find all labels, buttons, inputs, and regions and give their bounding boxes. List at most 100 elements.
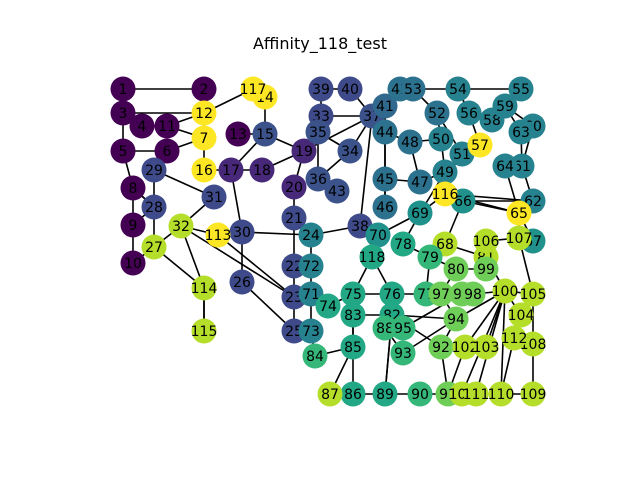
node-circle (432, 159, 458, 185)
node-label: 115 (191, 324, 218, 340)
node-circle (372, 194, 398, 220)
node-83: 83 (340, 302, 366, 328)
node-94: 94 (443, 306, 469, 332)
node-78: 78 (390, 231, 416, 257)
node-circle (141, 157, 167, 183)
node-52: 52 (424, 100, 450, 126)
node-1: 1 (110, 76, 136, 102)
node-53: 53 (400, 76, 426, 102)
node-label: 103 (473, 340, 500, 356)
node-label: 17 (222, 163, 240, 179)
node-label: 45 (376, 172, 394, 188)
node-label: 49 (436, 165, 454, 181)
node-circle (428, 126, 454, 152)
node-circle (249, 157, 275, 183)
node-circle (191, 318, 217, 344)
node-circle (110, 138, 136, 164)
node-label: 32 (172, 219, 190, 235)
node-label: 38 (351, 219, 369, 235)
node-circle (110, 100, 136, 126)
node-98: 98 (460, 281, 486, 307)
node-69: 69 (407, 200, 433, 226)
node-label: 99 (477, 262, 495, 278)
node-label: 61 (513, 159, 531, 175)
node-47: 47 (407, 169, 433, 195)
node-65: 65 (506, 200, 532, 226)
node-label: 15 (256, 127, 274, 143)
node-label: 70 (369, 228, 387, 244)
node-label: 64 (496, 159, 514, 175)
node-4: 4 (129, 113, 155, 139)
node-circle (492, 278, 518, 304)
node-circle (168, 213, 194, 239)
node-11: 11 (154, 113, 180, 139)
node-circle (372, 166, 398, 192)
node-circle (281, 174, 307, 200)
node-48: 48 (397, 129, 423, 155)
node-8: 8 (120, 175, 146, 201)
node-circle (520, 381, 546, 407)
node-117: 117 (240, 76, 266, 102)
node-label: 78 (394, 237, 412, 253)
node-label: 92 (432, 340, 450, 356)
node-circle (372, 381, 398, 407)
node-64: 64 (492, 153, 518, 179)
node-label: 116 (432, 187, 459, 203)
node-label: 18 (253, 163, 271, 179)
node-label: 2 (200, 82, 209, 98)
node-label: 93 (394, 346, 412, 362)
node-label: 98 (464, 287, 482, 303)
node-circle (302, 343, 328, 369)
node-circle (501, 325, 527, 351)
node-circle (120, 175, 146, 201)
node-40: 40 (337, 76, 363, 102)
node-label: 25 (285, 324, 303, 340)
node-circle (291, 138, 317, 164)
node-56: 56 (456, 100, 482, 126)
node-9: 9 (120, 212, 146, 238)
node-circle (129, 113, 155, 139)
node-circle (473, 334, 499, 360)
node-circle (428, 281, 454, 307)
node-circle (218, 157, 244, 183)
node-46: 46 (372, 194, 398, 220)
node-label: 16 (195, 163, 213, 179)
node-circle (154, 138, 180, 164)
node-114: 114 (191, 275, 217, 301)
node-92: 92 (428, 334, 454, 360)
node-88: 88 (372, 315, 398, 341)
node-label: 13 (229, 127, 247, 143)
node-label: 46 (376, 200, 394, 216)
node-label: 113 (205, 228, 232, 244)
node-113: 113 (205, 222, 232, 248)
node-circle (424, 100, 450, 126)
node-27: 27 (141, 234, 167, 260)
node-circle (506, 225, 532, 251)
node-39: 39 (308, 76, 334, 102)
node-79: 79 (417, 244, 443, 270)
node-28: 28 (141, 194, 167, 220)
node-41: 41 (372, 93, 398, 119)
node-label: 43 (328, 184, 346, 200)
node-label: 118 (359, 250, 386, 266)
node-circle (520, 281, 546, 307)
node-circle (298, 222, 324, 248)
node-circle (488, 381, 514, 407)
node-circle (372, 315, 398, 341)
node-93: 93 (390, 340, 416, 366)
node-circle (492, 153, 518, 179)
node-circle (337, 138, 363, 164)
node-44: 44 (372, 119, 398, 145)
node-34: 34 (337, 138, 363, 164)
node-circle (463, 381, 489, 407)
node-label: 12 (195, 106, 213, 122)
node-circle (337, 76, 363, 102)
node-label: 20 (285, 180, 303, 196)
node-73: 73 (298, 318, 324, 344)
node-104: 104 (508, 302, 534, 328)
node-85: 85 (340, 334, 366, 360)
node-118: 118 (359, 244, 386, 270)
node-106: 106 (473, 228, 499, 254)
